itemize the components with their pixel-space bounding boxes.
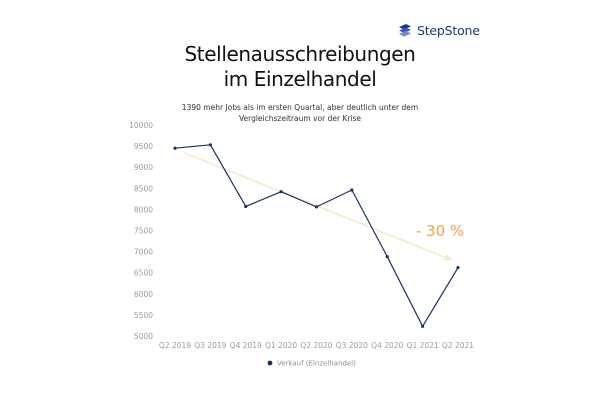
- stepstone-logo-icon: [399, 24, 411, 37]
- data-point: [421, 324, 425, 328]
- y-axis: 5000 5500 6000 6500 7000 7500 8000 8500 9000 9500…: [129, 121, 153, 341]
- x-tick-label: Q3 2020: [336, 341, 368, 350]
- brand-name: StepStone: [417, 22, 480, 38]
- y-tick-label: 9500: [134, 142, 153, 151]
- legend: Verkauf (Einzelhandel): [267, 360, 356, 368]
- chart-subtitle-line-1: 1390 mehr Jobs als im ersten Quartal, ab…: [181, 103, 419, 112]
- data-point: [244, 204, 248, 209]
- legend-label: Verkauf (Einzelhandel): [277, 360, 356, 368]
- x-tick-label: Q4 2020: [371, 341, 403, 350]
- trend-annotation-label: - 30 %: [416, 222, 464, 240]
- y-tick-label: 10000: [129, 121, 153, 130]
- data-point: [279, 190, 283, 194]
- y-tick-label: 6500: [134, 269, 153, 278]
- x-tick-label: Q1 2020: [265, 341, 297, 350]
- y-tick-label: 5500: [134, 311, 153, 320]
- data-point: [208, 143, 212, 147]
- chart-subtitle-line-2: Vergleichszeitraum vor der Krise: [238, 114, 362, 123]
- trend-arrow-group: - 30 %: [182, 151, 464, 261]
- chart-title-line-1: Stellenausschreibungen: [184, 42, 416, 66]
- y-tick-label: 6000: [134, 290, 153, 299]
- chart-subtitle: 1390 mehr Jobs als im ersten Quartal, ab…: [150, 102, 450, 124]
- data-point: [314, 205, 319, 209]
- chart-title-line-2: im Einzelhandel: [223, 67, 377, 91]
- trend-arrow-head: [444, 254, 452, 261]
- y-tick-label: 7000: [134, 248, 153, 257]
- x-tick-label: Q1 2021: [407, 341, 439, 350]
- x-axis: Q2 2019 Q3 2019 Q4 2019 Q1 2020 Q2 2020 Q3 20…: [159, 341, 474, 350]
- stepstone-logo: StepStone: [397, 21, 480, 39]
- x-tick-label: Q2 2021: [442, 341, 474, 350]
- y-tick-label: 8000: [134, 205, 153, 214]
- data-point: [385, 255, 389, 259]
- y-tick-label: 9000: [134, 163, 153, 172]
- data-point: [173, 146, 177, 150]
- x-tick-label: Q3 2019: [194, 341, 226, 350]
- x-tick-label: Q4 2019: [230, 341, 262, 350]
- data-point: [456, 266, 460, 270]
- legend-marker: [267, 360, 273, 366]
- data-point: [350, 188, 354, 192]
- y-tick-label: 7500: [134, 227, 153, 236]
- series-group: [173, 143, 460, 328]
- chart-title: Stellenausschreibungen im Einzelhandel: [0, 42, 600, 92]
- y-tick-label: 5000: [134, 332, 153, 341]
- x-tick-label: Q2 2020: [300, 341, 332, 350]
- y-tick-label: 8500: [134, 184, 153, 193]
- x-tick-label: Q2 2019: [159, 341, 191, 350]
